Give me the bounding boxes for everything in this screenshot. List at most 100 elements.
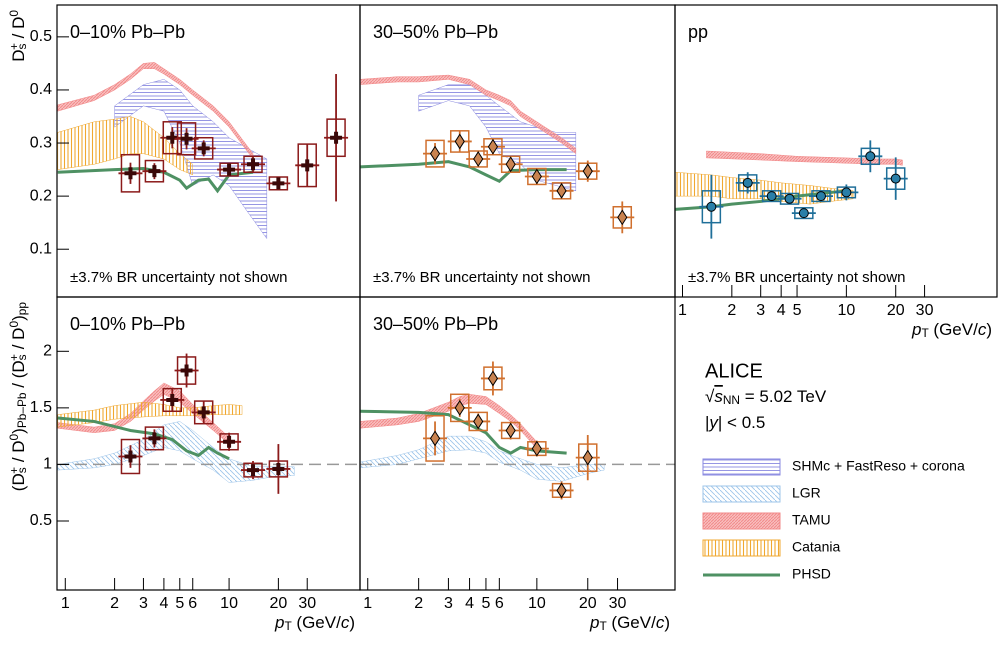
- data-point: [505, 156, 516, 173]
- legend-label: TAMU: [792, 512, 831, 528]
- x-tick-label: 3: [444, 595, 453, 612]
- data-point: [272, 462, 285, 475]
- x-tick-label: 30: [298, 595, 316, 612]
- y-tick-label: 0.5: [30, 512, 52, 529]
- y-axis-label: Ds+ / D0: [7, 10, 29, 62]
- panel-title: 30–50% Pb–Pb: [373, 22, 498, 42]
- y-tick-label: 2: [43, 343, 52, 360]
- data-point: [272, 177, 285, 190]
- data-point: [148, 165, 161, 178]
- plot-area: [360, 74, 635, 234]
- text-segment: T: [284, 619, 291, 633]
- data-point: [865, 151, 876, 162]
- text-segment: ): [9, 315, 28, 321]
- data-point: [841, 187, 852, 198]
- x-axis-label: pT (GeV/c): [274, 613, 355, 633]
- x-tick-label: 20: [579, 595, 597, 612]
- data-point: [815, 191, 826, 202]
- data-point: [505, 422, 516, 439]
- text-segment: / D: [9, 440, 28, 466]
- text-segment: +: [7, 467, 21, 474]
- text-segment: Pb–Pb: [15, 392, 29, 428]
- legend-label: Catania: [792, 539, 840, 555]
- x-tick-label: 10: [837, 302, 855, 319]
- text-segment: ): [9, 428, 28, 434]
- x-tick-label: 3: [756, 302, 765, 319]
- model-band: [706, 150, 903, 166]
- x-tick-label: 30: [609, 595, 627, 612]
- text-segment: +: [7, 354, 21, 361]
- text-segment: y: [708, 413, 719, 432]
- text-segment: ): [664, 613, 670, 632]
- y-tick-label: 0.1: [30, 240, 52, 257]
- model-band: [418, 84, 577, 192]
- panel-title: pp: [688, 22, 708, 42]
- model-band: [360, 435, 605, 482]
- data-point: [531, 440, 542, 457]
- data-point: [582, 449, 593, 466]
- text-segment: s: [15, 467, 29, 473]
- data-point: [247, 464, 260, 477]
- model-band: [57, 421, 295, 483]
- model-line: [57, 416, 230, 461]
- x-tick-label: 5: [481, 595, 490, 612]
- panel-frame: [674, 4, 998, 298]
- y-tick-label: 0.2: [30, 187, 52, 204]
- panel-frame: [359, 296, 676, 591]
- y-tick-label: 0.3: [30, 134, 52, 151]
- x-tick-label: 2: [414, 595, 423, 612]
- panel-title: 0–10% Pb–Pb: [70, 22, 185, 42]
- panel: 30–50% Pb–Pb ±3.7% BR uncertainty not sho…: [359, 4, 676, 298]
- model-band: [114, 79, 268, 240]
- data-point: [148, 432, 161, 445]
- y-axis-label: (Ds+ / D0)Pb–Pb / (Ds+ / D0)pp: [7, 302, 29, 492]
- text-segment: | < 0.5: [718, 413, 765, 432]
- data-point: [706, 201, 717, 212]
- text-segment: c: [978, 320, 987, 339]
- text-segment: |: [705, 413, 709, 432]
- data-point: [124, 450, 137, 463]
- text-segment: s: [714, 387, 723, 406]
- data-point: [301, 159, 314, 172]
- data-point: [556, 482, 567, 499]
- text-segment: p: [911, 320, 921, 339]
- plot-area: [675, 140, 908, 239]
- legend-swatch: [702, 512, 781, 530]
- text-segment: pp: [15, 302, 29, 316]
- text-segment: D: [9, 49, 28, 61]
- text-segment: c: [656, 613, 665, 632]
- data-point: [487, 370, 499, 387]
- data-point: [197, 142, 210, 155]
- data-point: [247, 158, 260, 171]
- x-tick-label: 5: [793, 302, 802, 319]
- text-segment: / D: [9, 328, 28, 354]
- text-segment: +: [7, 43, 21, 50]
- panel-title: 0–10% Pb–Pb: [70, 314, 185, 334]
- data-point: [890, 173, 901, 184]
- text-segment: / D: [9, 17, 28, 43]
- data-point: [473, 151, 484, 167]
- data-point: [124, 167, 137, 180]
- plot-area: [57, 353, 360, 494]
- legend-swatch: [702, 539, 781, 557]
- data-point: [487, 138, 499, 155]
- panel-note: ±3.7% BR uncertainty not shown: [70, 269, 288, 286]
- panel: 0.1 0.2 0.3 0.4 0.5 0–10% Pb–Pb ±3.7% BR uncer…: [7, 4, 361, 298]
- x-tick-label: 20: [269, 595, 287, 612]
- legend-swatch: [702, 485, 781, 503]
- panel: 1 2 3 4 5 10 20 30 pp ±3.7% BR uncertainty not sh…: [674, 4, 998, 340]
- text-segment: √: [705, 387, 715, 406]
- model-line: [57, 167, 254, 194]
- text-segment: T: [921, 326, 928, 340]
- text-segment: ): [986, 320, 992, 339]
- data-point: [180, 132, 193, 145]
- legend-label: LGR: [792, 485, 821, 501]
- data-point: [473, 413, 484, 430]
- text-segment: s: [15, 354, 29, 360]
- y-tick-label: 1: [43, 456, 52, 473]
- x-tick-label: 4: [465, 595, 474, 612]
- model-band: [57, 401, 243, 428]
- text-segment: c: [341, 613, 350, 632]
- text-segment: p: [274, 613, 284, 632]
